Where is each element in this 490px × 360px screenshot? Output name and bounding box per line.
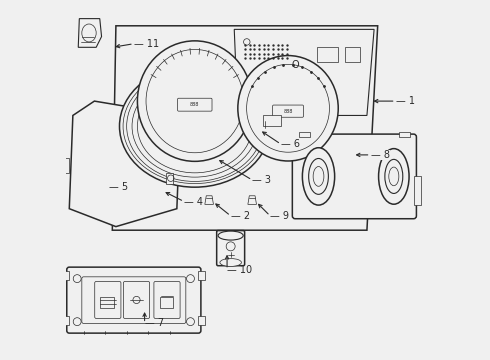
FancyBboxPatch shape [293, 134, 416, 219]
Ellipse shape [120, 65, 270, 187]
Ellipse shape [385, 159, 403, 193]
Polygon shape [63, 316, 69, 325]
Ellipse shape [218, 231, 243, 240]
FancyBboxPatch shape [217, 230, 245, 266]
Text: — 8: — 8 [370, 150, 390, 160]
Bar [317, 47, 338, 62]
Polygon shape [112, 26, 378, 230]
Text: — 11: — 11 [134, 39, 159, 49]
Text: — 10: — 10 [227, 265, 252, 275]
Text: — 5: — 5 [109, 182, 128, 192]
Bar [100, 297, 114, 308]
Bar [345, 47, 360, 62]
Text: — 9: — 9 [270, 211, 289, 221]
FancyBboxPatch shape [67, 267, 201, 333]
Polygon shape [198, 316, 205, 325]
Polygon shape [399, 132, 410, 137]
Polygon shape [263, 116, 281, 126]
Ellipse shape [220, 258, 242, 266]
Polygon shape [248, 196, 256, 204]
Bar [160, 297, 173, 308]
Text: — 2: — 2 [231, 211, 250, 221]
Polygon shape [234, 30, 374, 116]
Ellipse shape [389, 167, 399, 186]
Ellipse shape [309, 158, 328, 194]
FancyBboxPatch shape [82, 277, 186, 323]
Text: — 3: — 3 [252, 175, 271, 185]
Text: 888: 888 [283, 109, 293, 114]
Text: O: O [292, 60, 299, 70]
Text: — 7: — 7 [145, 319, 164, 328]
Ellipse shape [238, 55, 338, 161]
FancyBboxPatch shape [95, 282, 121, 319]
FancyBboxPatch shape [154, 282, 180, 319]
FancyBboxPatch shape [123, 282, 149, 319]
Text: 888: 888 [190, 102, 199, 107]
Ellipse shape [137, 41, 252, 161]
Bar [414, 176, 421, 205]
Text: — 8: — 8 [370, 150, 390, 160]
Polygon shape [166, 173, 173, 184]
Polygon shape [198, 271, 205, 280]
Polygon shape [299, 132, 310, 137]
Polygon shape [205, 196, 214, 204]
Polygon shape [78, 19, 101, 47]
Polygon shape [64, 158, 69, 173]
Polygon shape [69, 101, 180, 226]
Text: — 4: — 4 [184, 197, 203, 207]
Ellipse shape [379, 149, 409, 204]
Text: — 6: — 6 [281, 139, 300, 149]
Ellipse shape [302, 148, 335, 205]
Text: — 1: — 1 [395, 96, 415, 106]
Ellipse shape [313, 167, 324, 186]
Polygon shape [63, 271, 69, 280]
Text: — 1: — 1 [395, 96, 415, 106]
